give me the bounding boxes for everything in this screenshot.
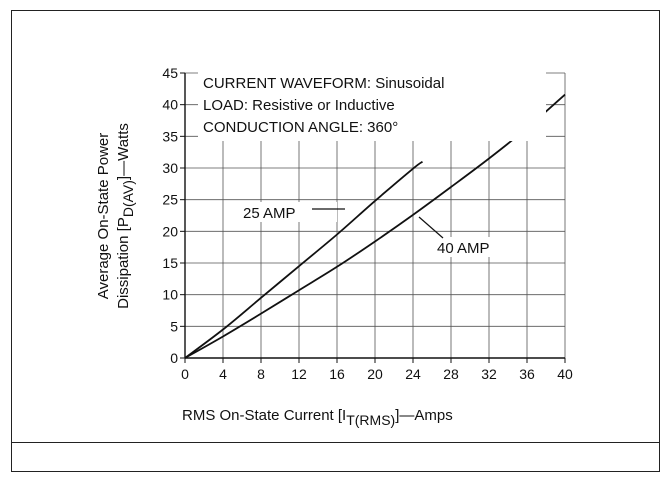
- series-line-0: [184, 160, 424, 359]
- y-axis-label-line1: Average On-State Power: [95, 133, 112, 299]
- y-tick-label: 30: [162, 160, 178, 176]
- x-tick-label: 40: [557, 366, 573, 382]
- label-25amp-bg: [241, 202, 337, 222]
- figure-divider: [11, 442, 660, 443]
- x-tick-label: 0: [181, 366, 189, 382]
- x-tick-label: 36: [519, 366, 535, 382]
- y-tick-label: 35: [162, 128, 178, 144]
- condition-load: LOAD: Resistive or Inductive: [203, 97, 395, 114]
- y-tick-label: 45: [162, 65, 178, 81]
- y-tick-label: 20: [162, 223, 178, 239]
- y-tick-label: 0: [170, 350, 178, 366]
- condition-waveform: CURRENT WAVEFORM: Sinusoidal: [203, 75, 444, 92]
- series-line-1: [184, 93, 566, 359]
- conditions-box: [198, 71, 546, 141]
- leader-40amp: [418, 216, 444, 239]
- series-lines: [184, 93, 566, 359]
- x-tick-label: 8: [257, 366, 265, 382]
- x-tick-label: 16: [329, 366, 345, 382]
- x-axis-label: RMS On-State Current [IT(RMS)]—Amps: [182, 407, 453, 428]
- y-tick-label: 25: [162, 192, 178, 208]
- figure-frame: [11, 10, 660, 472]
- y-tick-label: 10: [162, 287, 178, 303]
- tick-labels: 0 5 10 15 20 25 30 35 40 45 0 4 8 12 16 20 24 28 32 36 40: [162, 65, 573, 382]
- series-label-40amp: 40 AMP: [437, 240, 490, 257]
- condition-angle: CONDUCTION ANGLE: 360°: [203, 119, 398, 136]
- x-tick-label: 28: [443, 366, 459, 382]
- y-axis-label-line2: Dissipation [PD(AV)]—Watts: [115, 123, 136, 309]
- x-tick-label: 12: [291, 366, 307, 382]
- y-tick-label: 40: [162, 97, 178, 113]
- x-tick-label: 20: [367, 366, 383, 382]
- label-40amp-bg: [434, 237, 522, 257]
- y-tick-label: 15: [162, 255, 178, 271]
- x-tick-label: 4: [219, 366, 227, 382]
- x-tick-label: 32: [481, 366, 497, 382]
- axes: [180, 72, 566, 363]
- x-tick-label: 24: [405, 366, 421, 382]
- y-tick-label: 5: [170, 318, 178, 334]
- series-label-25amp: 25 AMP: [243, 205, 296, 222]
